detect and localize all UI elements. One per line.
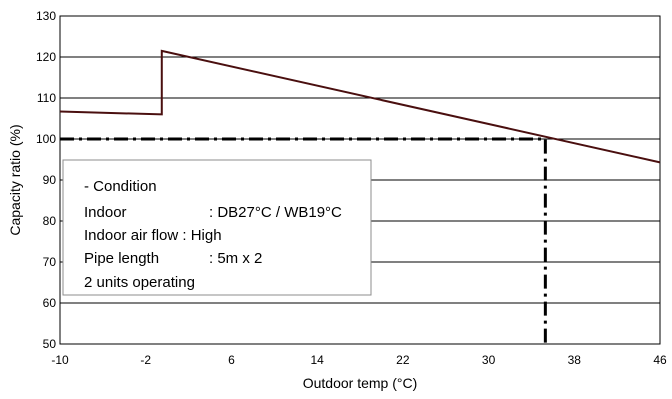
y-tick-label: 60 bbox=[43, 296, 57, 310]
x-tick-label: 46 bbox=[653, 353, 667, 367]
x-tick-label: 30 bbox=[482, 353, 496, 367]
condition-airflow: Indoor air flow : High bbox=[84, 227, 222, 244]
y-tick-label: 130 bbox=[36, 9, 56, 23]
x-tick-label: 6 bbox=[228, 353, 235, 367]
x-tick-label: 38 bbox=[568, 353, 582, 367]
y-tick-label: 100 bbox=[36, 132, 56, 146]
y-tick-label: 70 bbox=[43, 255, 57, 269]
reference-line-group bbox=[60, 137, 547, 344]
x-tick-label: -10 bbox=[51, 353, 69, 367]
condition-box-frame bbox=[62, 159, 372, 296]
y-tick-label: 110 bbox=[37, 91, 56, 105]
y-tick-labels: 50 60 70 80 90 100 110 120 130 bbox=[36, 9, 56, 351]
condition-pipe-label: Pipe length bbox=[84, 250, 159, 267]
y-tick-label: 80 bbox=[43, 214, 57, 228]
x-tick-label: 22 bbox=[396, 353, 410, 367]
y-axis-title: Capacity ratio (%) bbox=[7, 124, 23, 235]
x-tick-labels: -10 -2 6 14 22 30 38 46 bbox=[51, 353, 667, 367]
condition-indoor-value: : DB27°C / WB19°C bbox=[209, 204, 342, 221]
x-tick-label: 14 bbox=[310, 353, 324, 367]
condition-pipe-value: : 5m x 2 bbox=[209, 250, 262, 267]
y-tick-label: 120 bbox=[36, 50, 56, 64]
condition-indoor-label: Indoor bbox=[84, 204, 127, 221]
condition-heading: - Condition bbox=[84, 178, 157, 195]
x-tick-label: -2 bbox=[140, 353, 151, 367]
series-group bbox=[59, 49, 661, 164]
x-axis-title: Outdoor temp (°C) bbox=[303, 375, 418, 391]
series-line-capacity-ratio bbox=[59, 49, 661, 164]
y-tick-label: 90 bbox=[43, 173, 57, 187]
condition-units: 2 units operating bbox=[84, 274, 195, 291]
plot-frame bbox=[59, 15, 661, 345]
reference-line-dash-dot bbox=[60, 137, 547, 344]
condition-legend-box: - Condition Indoor : DB27°C / WB19°C Ind… bbox=[62, 159, 372, 296]
y-tick-label: 50 bbox=[43, 337, 57, 351]
